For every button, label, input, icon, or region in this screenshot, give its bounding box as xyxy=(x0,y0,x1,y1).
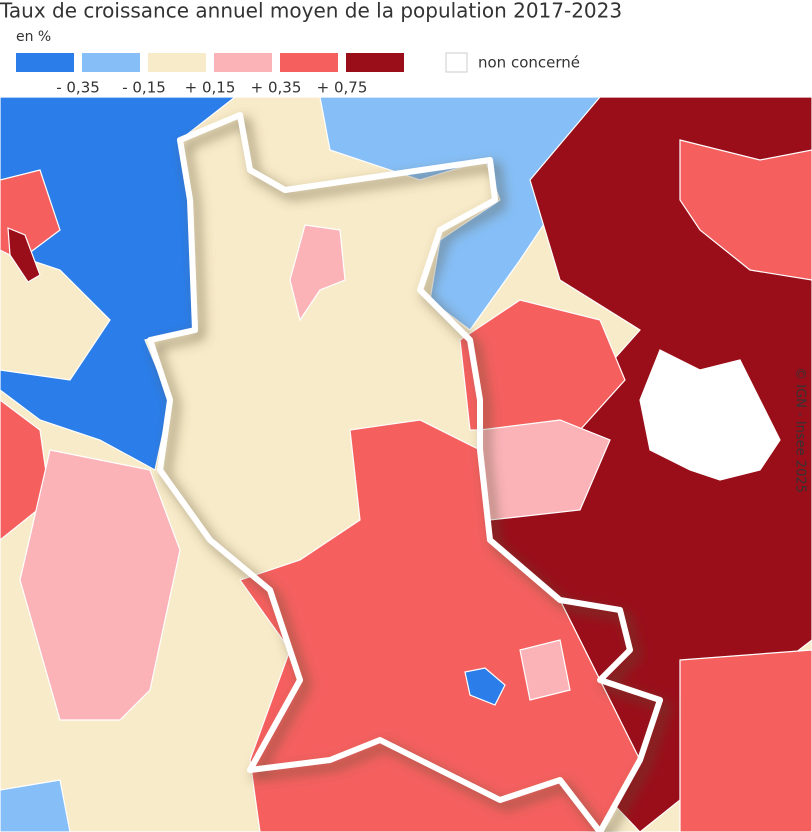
region xyxy=(679,139,812,281)
region xyxy=(459,299,626,431)
region xyxy=(289,224,346,322)
region xyxy=(0,779,71,832)
legend-swatch xyxy=(16,53,74,72)
map-title: Taux de croissance annuel moyen de la po… xyxy=(0,0,622,23)
legend-na-label: non concerné xyxy=(478,54,580,72)
legend-break-label: + 0,15 xyxy=(185,79,236,97)
map xyxy=(0,97,812,832)
map-subtitle: en % xyxy=(16,29,51,45)
legend-na-swatch xyxy=(445,52,468,73)
legend-break-label: + 0,35 xyxy=(251,79,302,97)
legend-swatch xyxy=(346,53,404,72)
region xyxy=(7,227,41,283)
region xyxy=(679,649,812,832)
legend-break-label: + 0,75 xyxy=(317,79,368,97)
region xyxy=(19,449,181,721)
region xyxy=(0,249,111,381)
legend-swatch xyxy=(214,53,272,72)
credit: © IGN - Insee 2025 xyxy=(793,367,808,493)
legend: - 0,35 - 0,15 + 0,15 + 0,35 + 0,75 non concer… xyxy=(16,52,580,97)
legend-swatch xyxy=(280,53,338,72)
legend-break-label: - 0,35 xyxy=(56,79,100,97)
legend-swatch xyxy=(82,53,140,72)
legend-break-label: - 0,15 xyxy=(122,79,166,97)
department-border xyxy=(147,112,663,832)
region xyxy=(464,667,506,706)
region xyxy=(639,349,781,481)
region xyxy=(519,639,571,701)
legend-swatch xyxy=(148,53,206,72)
